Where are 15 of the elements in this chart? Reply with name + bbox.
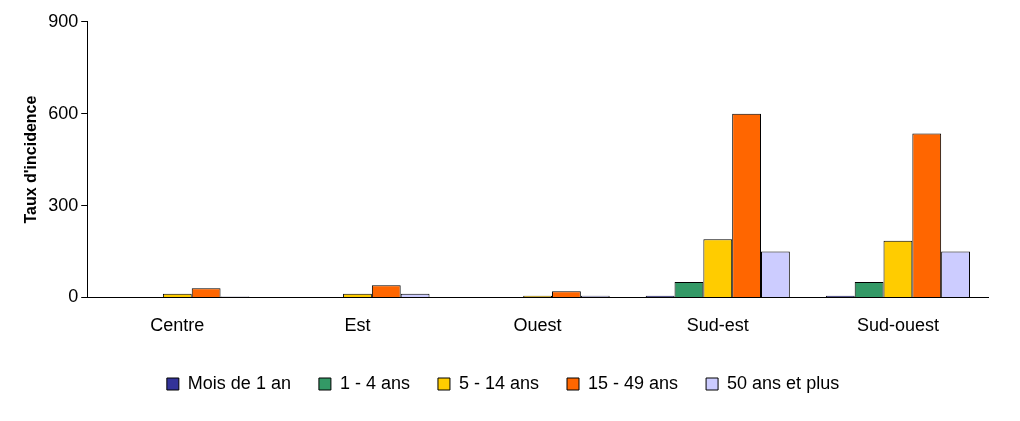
x-tick-label: Ouest xyxy=(513,315,562,336)
x-tick-label: Est xyxy=(344,315,371,336)
legend-label: Mois de 1 an xyxy=(187,372,291,393)
y-tick-label: 300 xyxy=(48,194,79,215)
y-tick-label: 600 xyxy=(48,102,79,123)
y-axis-title: Taux d'incidence xyxy=(22,95,40,224)
legend-label: 5 - 14 ans xyxy=(458,372,540,393)
x-tick-label: Sud-ouest xyxy=(856,315,939,336)
legend-label: 15 - 49 ans xyxy=(588,372,679,393)
y-tick-label: 900 xyxy=(48,10,79,31)
x-tick-label: Centre xyxy=(150,315,205,336)
y-tick-label: 0 xyxy=(68,286,79,307)
x-tick-label: Sud-est xyxy=(686,315,749,336)
legend-label: 50 ans et plus xyxy=(727,372,840,393)
legend-label: 1 - 4 ans xyxy=(339,372,410,393)
